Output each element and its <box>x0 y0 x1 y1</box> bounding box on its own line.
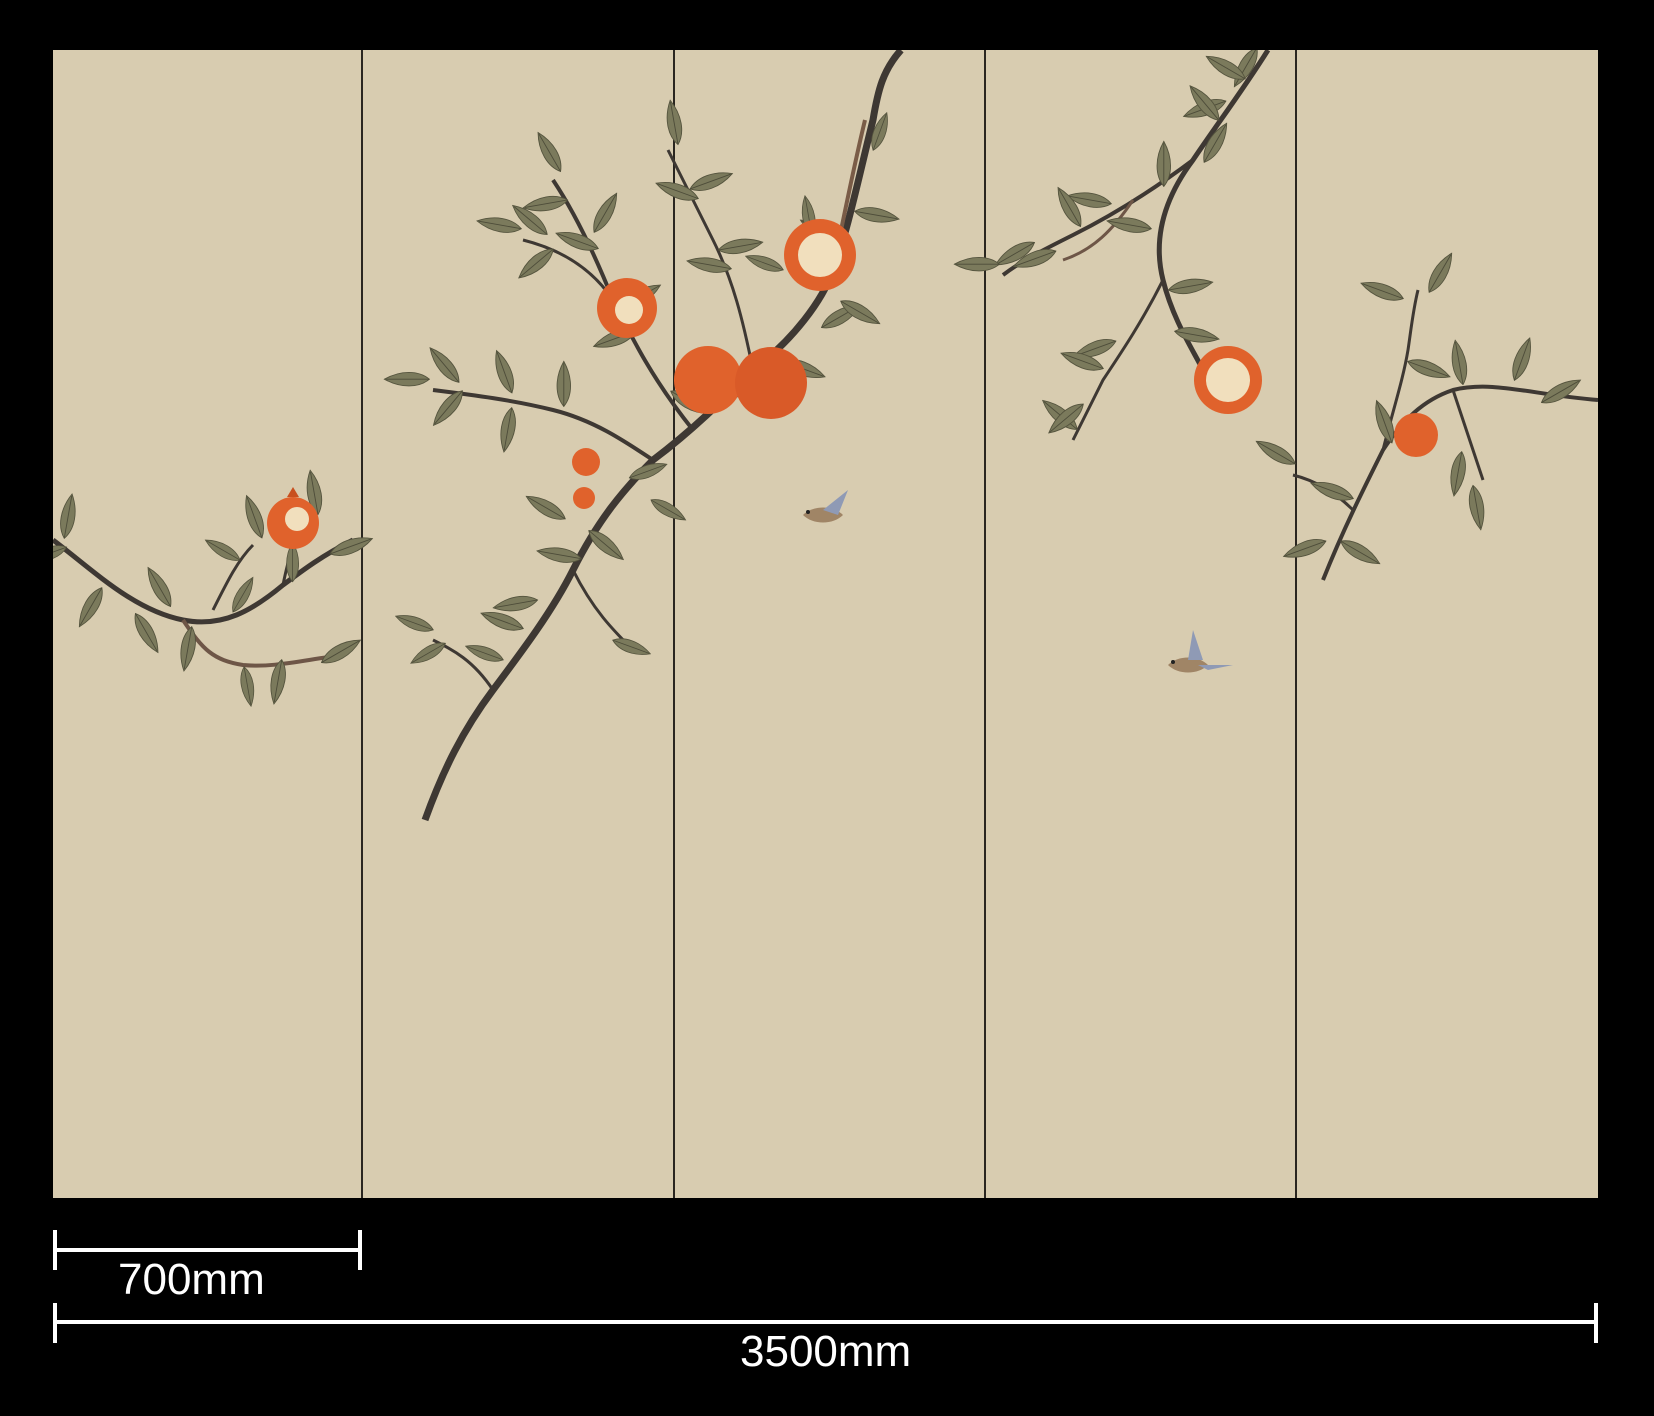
pomegranate-branch-far-right <box>1252 249 1598 581</box>
pomegranate-fruit <box>1394 413 1438 457</box>
total-width-label: 3500mm <box>740 1327 912 1376</box>
pomegranate-fruit <box>597 278 657 338</box>
pomegranate-fruit <box>735 347 807 419</box>
sparrow <box>803 490 863 535</box>
wallpaper-mural <box>53 50 1598 1198</box>
pomegranate-fruit <box>784 219 856 291</box>
pomegranate-branch-right <box>953 50 1271 441</box>
pomegranate-fruit <box>1194 346 1262 414</box>
panel-dividers <box>361 50 1297 1198</box>
pomegranate-fruit <box>572 448 600 476</box>
pomegranate-fruit <box>267 487 319 549</box>
mural-artwork <box>53 50 1598 1198</box>
panel-width-label: 700mm <box>118 1255 265 1304</box>
sparrow <box>1168 630 1233 673</box>
pomegranate-fruit <box>573 487 595 509</box>
pomegranate-branch-left <box>53 468 376 708</box>
pomegranate-fruit <box>674 346 742 414</box>
